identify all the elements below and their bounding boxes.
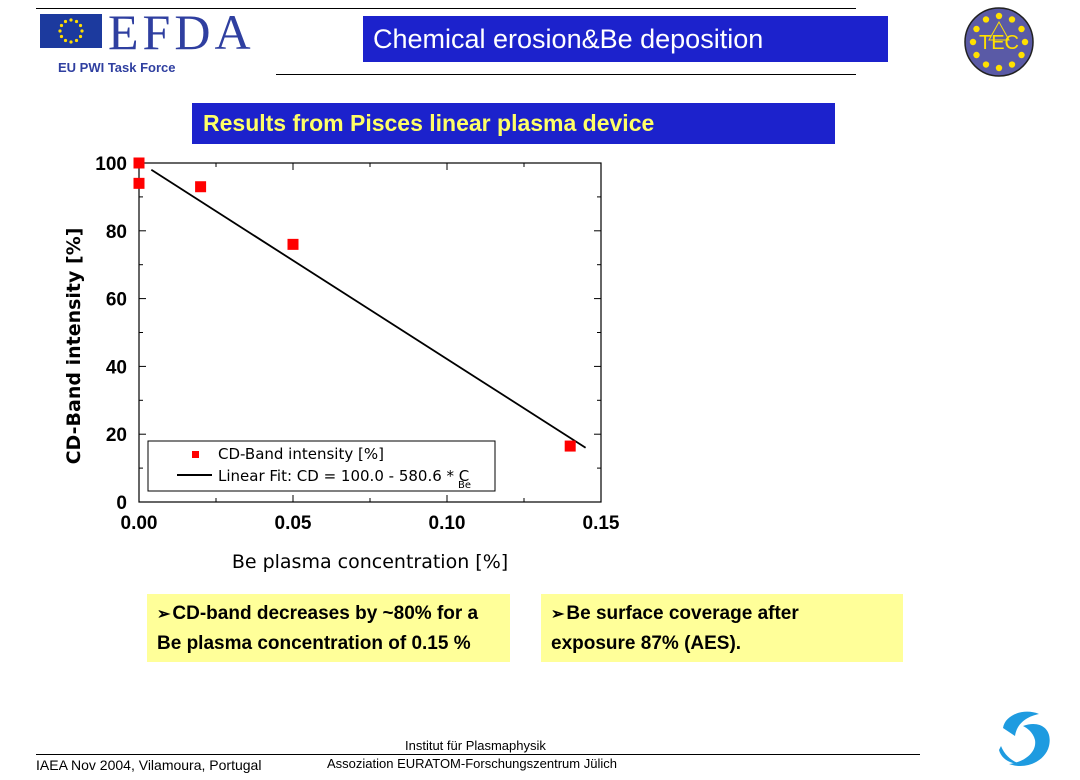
arrow-bullet-icon: ➢ — [551, 606, 565, 623]
footer-institute-1: Institut für Plasmaphysik — [405, 738, 546, 753]
x-tick-label: 0.10 — [429, 513, 466, 534]
tec-star — [973, 51, 980, 59]
y-tick-labels: 0 20 40 60 80 100 — [95, 154, 127, 514]
header-rule-bottom — [276, 74, 856, 75]
footer-rule — [36, 754, 920, 755]
eu-flag-icon — [40, 14, 102, 48]
x-axis-label: Be plasma concentration [%] — [232, 551, 508, 573]
flag-star — [63, 19, 68, 24]
tec-star — [1018, 25, 1025, 33]
flag-star — [58, 29, 62, 33]
footer-conference: IAEA Nov 2004, Vilamoura, Portugal — [36, 757, 262, 773]
tec-star — [1008, 61, 1016, 68]
fz-juelich-logo — [999, 711, 1050, 766]
y-axis-label: CD-Band intensity [%] — [63, 228, 85, 465]
y-tick-label: 60 — [106, 290, 127, 311]
data-point — [133, 177, 145, 189]
flag-star — [69, 40, 73, 44]
legend-label-scatter: CD-Band intensity [%] — [218, 445, 384, 463]
bullet-text-1: ➢ CD-band decreases by ~80% for a Be plas… — [157, 603, 479, 654]
legend-marker-scatter — [192, 451, 199, 458]
data-point — [564, 440, 576, 452]
data-point — [133, 157, 145, 169]
tec-star — [1008, 16, 1016, 23]
flag-star — [59, 23, 64, 28]
tec-logo: TEC — [964, 7, 1034, 77]
x-tick-label: 0.00 — [121, 513, 158, 534]
x-tick-labels: 0.00 0.05 0.10 0.15 — [121, 513, 620, 534]
bullet-box-1 — [147, 594, 510, 662]
tec-star — [995, 64, 1003, 72]
tec-star — [1021, 38, 1029, 46]
y-tick-label: 100 — [95, 154, 127, 175]
y-tick-label: 80 — [106, 222, 127, 243]
legend-box — [147, 440, 496, 492]
tec-logo-text: TEC — [979, 32, 1019, 54]
title-banner — [363, 16, 888, 62]
legend-label-fit: Linear Fit: CD = 100.0 - 580.6 * C — [218, 467, 469, 485]
bullet-text-2: ➢ Be surface coverage after exposure 87% … — [551, 603, 799, 654]
task-force-label: EU PWI Task Force — [58, 60, 176, 75]
arrow-bullet-icon: ➢ — [157, 606, 171, 623]
linear-fit-line — [150, 169, 587, 449]
tec-star — [1018, 51, 1025, 59]
tec-star — [982, 61, 990, 68]
tec-star — [982, 16, 990, 23]
header-rule-top — [36, 8, 856, 9]
bullet-box-2 — [541, 594, 903, 662]
flag-star — [74, 38, 79, 43]
x-tick-label: 0.05 — [275, 513, 312, 534]
page-title: Chemical erosion&Be deposition — [373, 24, 764, 54]
flag-star — [74, 19, 79, 24]
efda-logo: EFDA — [108, 4, 255, 60]
y-tick-label: 40 — [106, 357, 127, 378]
y-tick-label: 0 — [116, 493, 127, 514]
flag-star — [78, 23, 83, 28]
axis-ticks — [138, 162, 602, 503]
flag-star — [78, 34, 83, 39]
data-point — [287, 238, 299, 250]
data-point — [195, 181, 207, 193]
tec-star — [973, 25, 980, 33]
flag-star — [59, 34, 64, 39]
flag-star — [80, 29, 84, 33]
svg-text:Linear Fit: CD = 100.0 - 580.6: Linear Fit: CD = 100.0 - 580.6 * C — [218, 467, 469, 485]
y-tick-label: 20 — [106, 425, 127, 446]
tec-star — [969, 38, 977, 46]
footer-institute-2: Assoziation EURATOM-Forschungszentrum Jü… — [327, 756, 617, 771]
tec-star — [995, 12, 1003, 20]
x-tick-label: 0.15 — [583, 513, 620, 534]
legend-fit-subscript: Be — [458, 480, 471, 491]
flag-star — [69, 18, 73, 22]
subtitle: Results from Pisces linear plasma device — [203, 110, 655, 136]
flag-star — [63, 38, 68, 43]
subtitle-banner — [192, 103, 835, 144]
